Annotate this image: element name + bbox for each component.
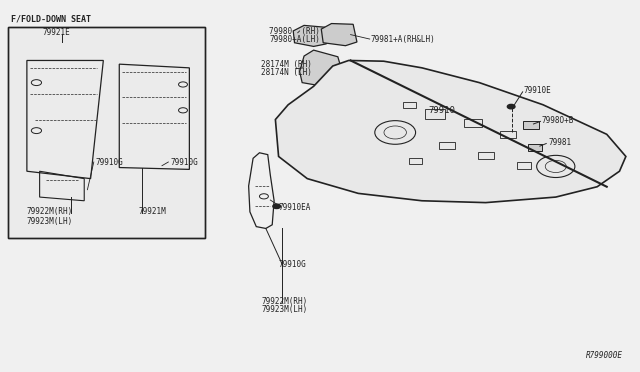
Text: 79922M(RH): 79922M(RH) (27, 207, 73, 217)
Polygon shape (300, 50, 342, 86)
Text: 79981: 79981 (548, 138, 572, 147)
Polygon shape (293, 25, 326, 46)
Circle shape (273, 204, 280, 209)
Circle shape (508, 105, 515, 109)
Text: 79981+A(RH&LH): 79981+A(RH&LH) (371, 35, 436, 44)
Text: 79980+A(LH): 79980+A(LH) (269, 35, 320, 44)
Text: 79921E: 79921E (43, 28, 70, 37)
FancyBboxPatch shape (8, 27, 205, 238)
Text: 79910E: 79910E (524, 86, 552, 95)
Text: 79923M(LH): 79923M(LH) (27, 217, 73, 225)
Text: 28174M (RH): 28174M (RH) (261, 60, 312, 70)
Text: 79923M(LH): 79923M(LH) (261, 305, 308, 314)
Text: 79921M: 79921M (138, 207, 166, 217)
Text: 79910: 79910 (428, 106, 455, 115)
Text: 7998O+B: 7998O+B (541, 116, 574, 125)
Text: 79910G: 79910G (170, 157, 198, 167)
FancyBboxPatch shape (523, 121, 539, 129)
Text: F/FOLD-DOWN SEAT: F/FOLD-DOWN SEAT (11, 15, 91, 23)
Text: 79910G: 79910G (96, 157, 124, 167)
FancyBboxPatch shape (528, 144, 541, 151)
Text: 79910EA: 79910EA (278, 203, 311, 212)
Text: R799000E: R799000E (586, 351, 623, 360)
Text: 79910G: 79910G (278, 260, 307, 269)
Polygon shape (275, 61, 626, 203)
Text: 28174N (LH): 28174N (LH) (261, 68, 312, 77)
Text: 79980  (RH): 79980 (RH) (269, 27, 320, 36)
Polygon shape (321, 23, 357, 46)
Text: 79922M(RH): 79922M(RH) (261, 297, 308, 306)
